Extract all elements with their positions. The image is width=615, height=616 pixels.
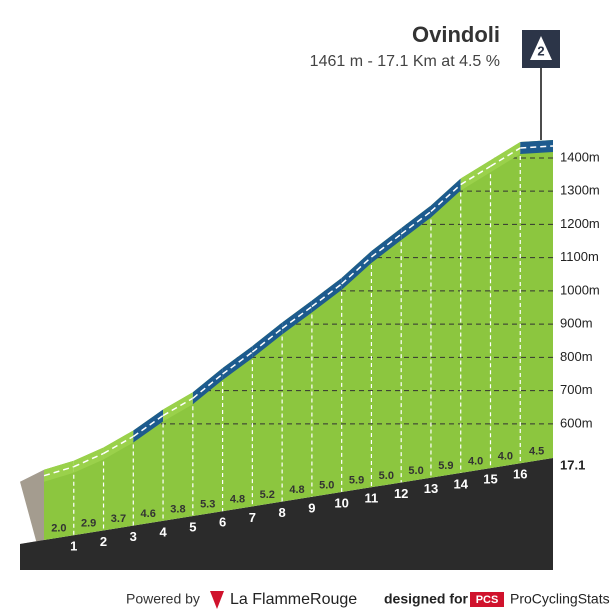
gradient-label: 4.0	[498, 451, 513, 463]
x-tick-label: 1	[70, 539, 77, 554]
category-label: 2	[537, 43, 544, 58]
y-tick-label: 1400m	[560, 149, 600, 164]
x-tick-label: 5	[189, 519, 196, 534]
gradient-label: 4.5	[529, 446, 544, 458]
gradient-label: 5.2	[260, 489, 275, 501]
segment-center	[370, 233, 402, 258]
segment-center	[222, 351, 253, 375]
footer-site: ProCyclingStats	[510, 591, 610, 607]
y-tick-label: 900m	[560, 316, 593, 331]
gradient-segment	[520, 139, 553, 154]
x-tick-label: 8	[279, 505, 286, 520]
gradient-label: 4.6	[141, 508, 156, 520]
gradient-label: 5.9	[438, 460, 453, 472]
y-tick-label: 1000m	[560, 282, 600, 297]
x-tick-label: 9	[308, 500, 315, 515]
x-tick-label: 2	[100, 534, 107, 549]
gradient-label: 5.3	[200, 499, 215, 511]
profile-area	[44, 139, 553, 540]
y-tick-label: 1100m	[560, 249, 599, 264]
segment-center	[281, 305, 313, 330]
footer-text: Powered by	[126, 591, 200, 607]
segment-center	[490, 147, 521, 167]
gradient-segment	[73, 447, 104, 473]
gradient-label: 3.7	[111, 513, 126, 525]
footer-brand: La FlammeRouge	[230, 591, 357, 608]
segment-center	[341, 256, 372, 285]
x-tick-label: 13	[424, 481, 438, 496]
gradient-segment	[371, 228, 402, 264]
segment-center	[460, 165, 491, 186]
segment-center	[430, 183, 462, 213]
gradient-label: 5.0	[319, 479, 334, 491]
gradient-segment	[282, 300, 312, 335]
gradient-segment	[163, 392, 193, 422]
x-tick-label: 10	[334, 495, 348, 510]
x-tick-label: 16	[513, 467, 527, 482]
total-distance: 17.1	[560, 457, 585, 472]
y-tick-label: 1200m	[560, 216, 600, 231]
segment-center	[311, 283, 343, 308]
segment-center	[73, 452, 104, 468]
gradient-label: 2.9	[81, 518, 96, 530]
gradient-label: 5.0	[379, 470, 394, 482]
gradient-segment	[103, 430, 134, 460]
chart-title: Ovindoli	[412, 22, 500, 47]
gradient-label: 3.8	[170, 503, 185, 515]
gradient-label: 2.0	[51, 523, 66, 535]
gradient-segment	[252, 322, 283, 359]
gradient-segment	[311, 277, 342, 313]
segment-center	[192, 373, 224, 399]
x-tick-label: 15	[483, 472, 497, 487]
pcs-logo	[470, 592, 504, 607]
gradient-label: 5.9	[349, 475, 364, 487]
pcs-logo-text: PCS	[476, 594, 499, 606]
gradient-segment	[192, 368, 223, 405]
segment-center	[162, 397, 194, 417]
footer: Powered by La FlammeRouge designed for P…	[126, 591, 610, 609]
segment-center	[520, 145, 554, 149]
x-tick-label: 12	[394, 486, 408, 501]
gradient-segment	[401, 205, 431, 241]
x-tick-label: 3	[130, 529, 137, 544]
gradient-label: 5.0	[408, 465, 423, 477]
gradient-segment	[490, 141, 521, 173]
gradient-segment	[133, 409, 164, 443]
badge-icon	[530, 36, 552, 60]
gradient-label: 4.8	[230, 494, 245, 506]
segment-center	[103, 435, 134, 455]
x-tick-label: 11	[365, 491, 379, 506]
y-tick-label: 1300m	[560, 183, 600, 198]
y-tick-label: 700m	[560, 382, 593, 397]
segment-center	[43, 466, 74, 477]
segment-center	[251, 327, 283, 353]
gradient-label: 4.0	[468, 455, 483, 467]
base-band	[20, 458, 553, 570]
y-tick-label: 800m	[560, 349, 593, 364]
footer-text: designed for	[384, 591, 469, 607]
x-tick-label: 14	[453, 476, 468, 491]
chart-subtitle: 1461 m - 17.1 Km at 4.5 %	[310, 53, 500, 70]
gradient-label: 4.8	[289, 484, 304, 496]
gradient-segment	[222, 346, 253, 381]
x-tick-label: 7	[249, 510, 256, 525]
x-tick-label: 4	[159, 524, 167, 539]
x-tick-label: 6	[219, 515, 226, 530]
segment-center	[400, 210, 432, 235]
segment-center	[132, 414, 164, 438]
y-tick-label: 600m	[560, 415, 593, 430]
logo-icon	[210, 591, 224, 609]
plot: 600m 700m 800m 900m 1000m 1100m 1200m 1300m 1400…	[20, 68, 600, 570]
gradient-segment	[460, 160, 491, 191]
